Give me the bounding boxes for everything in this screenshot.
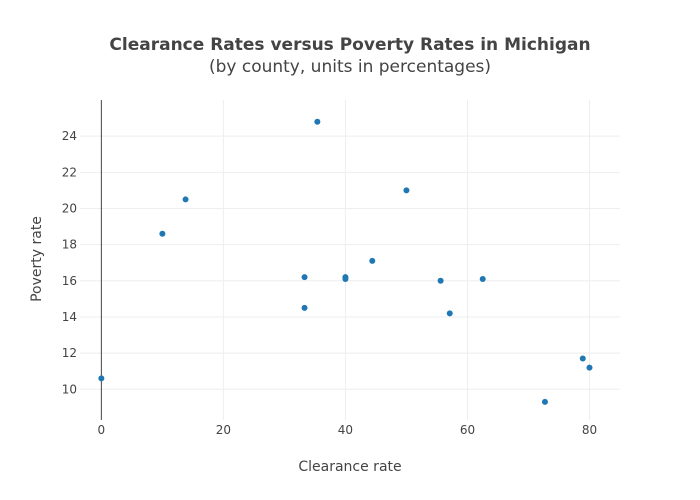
x-axis-title: Clearance rate xyxy=(298,459,401,475)
scatter-point[interactable] xyxy=(314,118,321,125)
y-tick-label: 24 xyxy=(62,129,77,143)
y-tick-label: 12 xyxy=(62,346,77,360)
x-tick-label: 60 xyxy=(460,423,475,437)
y-tick-label: 14 xyxy=(62,310,77,324)
scatter-point[interactable] xyxy=(369,257,376,264)
y-tick-label: 18 xyxy=(62,238,77,252)
scatter-point[interactable] xyxy=(479,275,486,282)
scatter-point[interactable] xyxy=(437,277,444,284)
x-tick-label: 20 xyxy=(216,423,231,437)
scatter-point[interactable] xyxy=(586,364,593,371)
scatter-point[interactable] xyxy=(403,187,410,194)
scatter-point[interactable] xyxy=(541,398,548,405)
chart-subtitle: (by county, units in percentages) xyxy=(209,57,491,77)
scatter-point[interactable] xyxy=(159,230,166,237)
chart-title: Clearance Rates versus Poverty Rates in … xyxy=(109,35,590,55)
data-points xyxy=(98,118,593,405)
y-tick-label: 22 xyxy=(62,165,77,179)
tick-labels: 0 20 40 60 80 10 12 14 16 18 20 22 24 xyxy=(62,129,597,437)
y-axis-title: Poverty rate xyxy=(29,216,45,302)
scatter-point[interactable] xyxy=(579,355,586,362)
scatter-point[interactable] xyxy=(98,375,105,382)
scatter-point[interactable] xyxy=(182,196,189,203)
x-tick-label: 40 xyxy=(338,423,353,437)
y-tick-label: 20 xyxy=(62,201,77,215)
scatter-point[interactable] xyxy=(301,274,308,281)
y-tick-label: 16 xyxy=(62,274,77,288)
x-tick-label: 0 xyxy=(98,423,106,437)
scatter-point[interactable] xyxy=(301,304,308,311)
grid-lines xyxy=(80,100,620,420)
scatter-point[interactable] xyxy=(342,275,349,282)
y-tick-label: 10 xyxy=(62,382,77,396)
scatter-point[interactable] xyxy=(446,310,453,317)
x-tick-label: 80 xyxy=(582,423,597,437)
